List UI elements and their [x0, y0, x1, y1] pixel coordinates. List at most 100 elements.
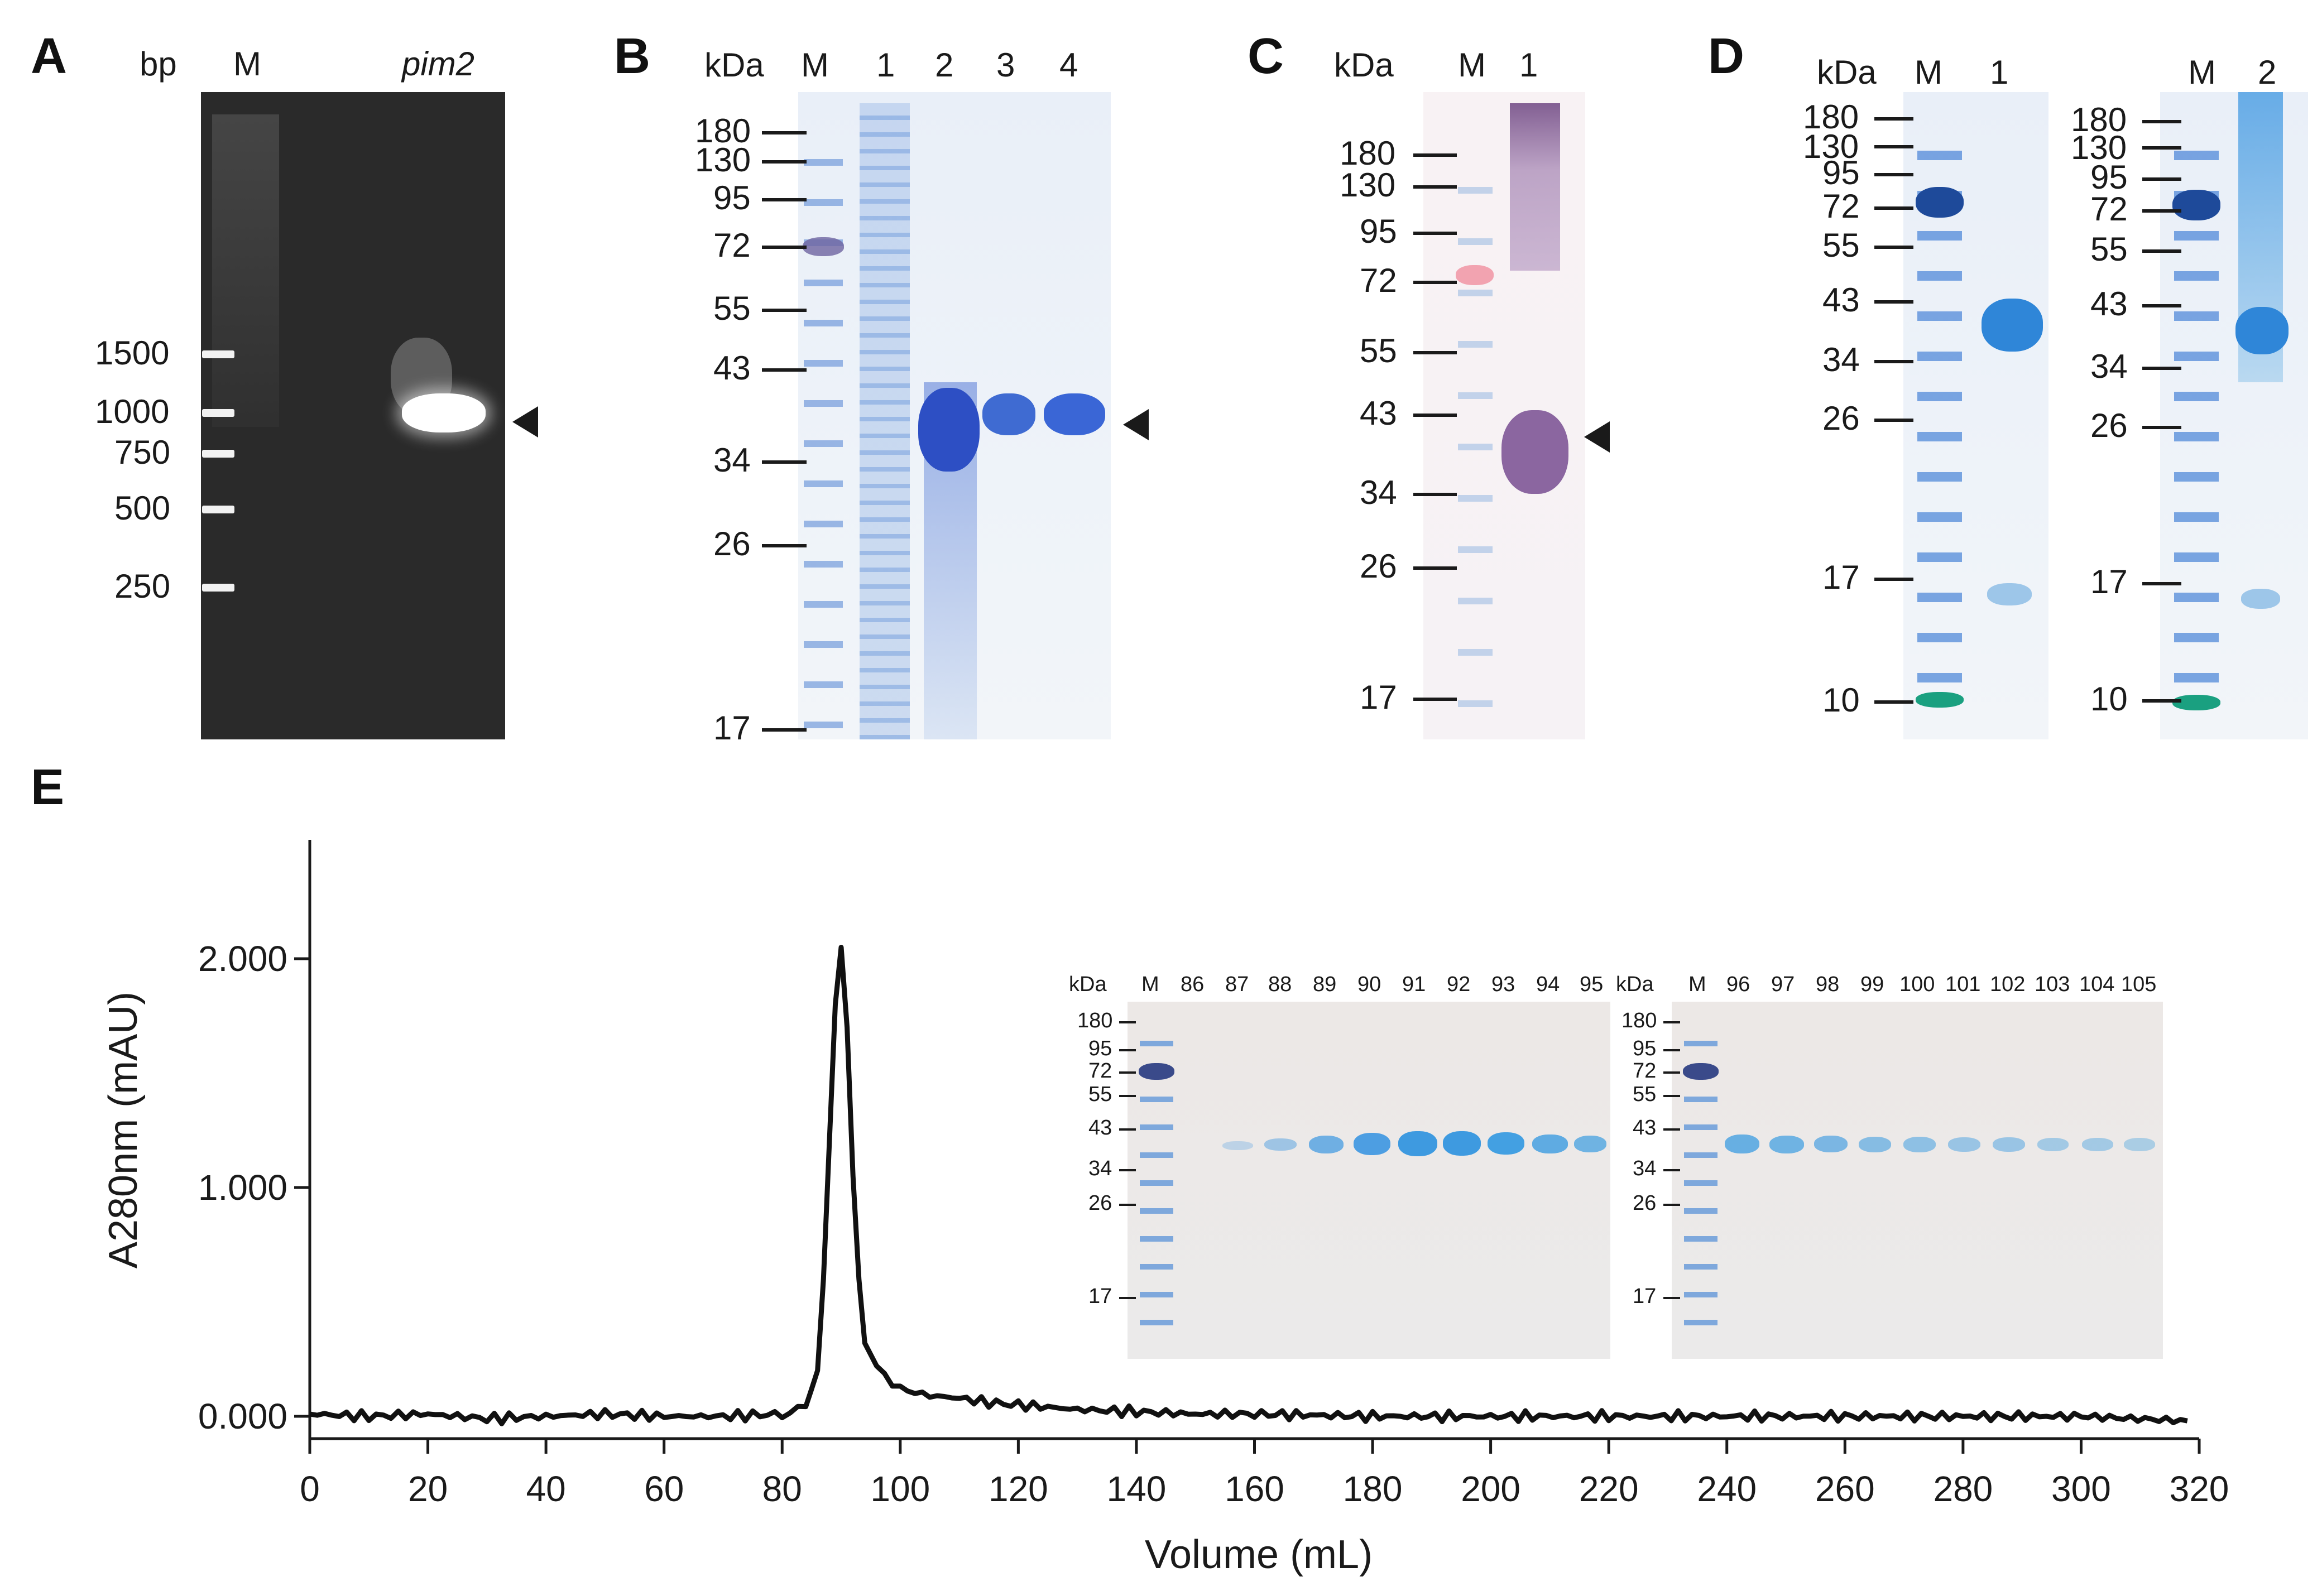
d2-tick-55: [2142, 249, 2181, 253]
inset2-band-103: [2037, 1138, 2069, 1151]
b-tick-34: [762, 460, 807, 464]
panel-b-marker-180: 180: [695, 112, 751, 150]
inset2-band-104: [2082, 1138, 2113, 1151]
d2-tick-130: [2142, 146, 2181, 150]
d2-tick-26: [2142, 426, 2181, 429]
panel-d1-marker-34: 34: [1822, 341, 1860, 378]
inset2-lane-102: 102: [1990, 973, 2026, 996]
inset2-tick-95: [1663, 1049, 1680, 1051]
inset1-tick-34: [1119, 1169, 1136, 1171]
inset2-marker-26: 26: [1633, 1191, 1657, 1215]
inset2-marker-180: 180: [1621, 1009, 1657, 1032]
inset1-band-94: [1532, 1134, 1568, 1153]
ladder-tick-1500: [202, 350, 234, 358]
inset2-band-98: [1814, 1136, 1848, 1152]
c-tick-180: [1413, 153, 1457, 157]
panel-b-lane-1: 1: [876, 46, 895, 84]
c-tick-130: [1413, 185, 1457, 189]
panel-letter-c: C: [1248, 28, 1284, 84]
inset1-band-88: [1264, 1138, 1297, 1151]
inset2-tick-17: [1663, 1297, 1680, 1299]
inset1-band-92: [1443, 1131, 1481, 1156]
panel-d1-marker-55: 55: [1822, 227, 1860, 264]
d2-tick-72: [2142, 209, 2181, 213]
panel-b-lane-4: 4: [1059, 46, 1078, 84]
inset2-tick-55: [1663, 1095, 1680, 1097]
inset2-band-97: [1769, 1136, 1804, 1153]
x-tick-label: 160: [1225, 1469, 1284, 1509]
inset1-lane-87: 87: [1225, 973, 1249, 996]
sds-gel-b: [798, 92, 1111, 739]
d1-tick-130: [1874, 145, 1913, 148]
panel-a-marker-500: 500: [114, 489, 171, 527]
panel-b-lane-m: M: [801, 46, 829, 84]
inset1-marker-180: 180: [1077, 1009, 1113, 1032]
sds-gel-d1: [1903, 92, 2048, 739]
inset1-lane-91: 91: [1402, 973, 1426, 996]
inset2-band-99: [1859, 1137, 1891, 1152]
c-tick-26: [1413, 566, 1457, 570]
panel-letter-d: D: [1708, 28, 1744, 84]
d1-lane1-band-17: [1987, 583, 2032, 605]
panel-d1-marker-72: 72: [1822, 188, 1860, 225]
panel-a-marker-1500: 1500: [95, 334, 170, 372]
d1-tick-95: [1874, 173, 1913, 176]
b-lane3-band: [982, 393, 1035, 435]
inset1-band-91: [1398, 1131, 1437, 1156]
inset1-lane-88: 88: [1268, 973, 1292, 996]
panel-d2-marker-180: 180: [2071, 101, 2127, 138]
panel-b-marker-17: 17: [713, 709, 751, 747]
panel-d2-marker-55: 55: [2090, 230, 2128, 268]
inset1-ladder-72-band: [1139, 1063, 1174, 1080]
c-ladder-lane: [1458, 142, 1493, 739]
panel-b-marker-55: 55: [713, 290, 751, 327]
inset1-marker-55: 55: [1088, 1083, 1112, 1106]
inset2-lane-101: 101: [1945, 973, 1981, 996]
panel-d2-marker-43: 43: [2090, 285, 2128, 323]
d2-lane2-band: [2235, 307, 2289, 354]
panel-c-marker-95: 95: [1360, 213, 1397, 250]
c-lane1-band: [1501, 410, 1568, 494]
inset1-lane-94: 94: [1536, 973, 1560, 996]
x-tick-label: 320: [2170, 1469, 2229, 1509]
panel-d1-marker-43: 43: [1822, 281, 1860, 319]
panel-c-marker-26: 26: [1360, 547, 1397, 585]
panel-d1-marker-10: 10: [1822, 681, 1860, 719]
y-tick-label: 1.000: [198, 1167, 287, 1208]
inset1-band-89: [1309, 1136, 1344, 1153]
panel-b-marker-72: 72: [713, 227, 751, 264]
panel-a-lane-m: M: [233, 45, 261, 83]
d2-tick-10: [2142, 699, 2181, 703]
b-tick-130: [762, 160, 807, 164]
ladder-smear: [212, 114, 279, 427]
d1-tick-43: [1874, 300, 1913, 304]
inset1-marker-72: 72: [1088, 1059, 1112, 1083]
inset2-band-100: [1903, 1137, 1936, 1152]
inset1-lane-m: M: [1141, 973, 1159, 996]
y-tick-label: 2.000: [198, 939, 287, 979]
inset2-band-101: [1948, 1137, 1980, 1152]
x-tick-label: 220: [1579, 1469, 1639, 1509]
inset1-lane-90: 90: [1357, 973, 1381, 996]
inset1-tick-17: [1119, 1297, 1136, 1299]
panel-b-lane-3: 3: [996, 46, 1015, 84]
inset1-tick-72: [1119, 1071, 1136, 1074]
x-tick-label: 200: [1461, 1469, 1520, 1509]
d1-tick-55: [1874, 246, 1913, 249]
inset1-tick-95: [1119, 1049, 1136, 1051]
ladder-tick-1000: [202, 409, 234, 417]
inset1-tick-55: [1119, 1095, 1136, 1097]
inset2-tick-180: [1663, 1021, 1680, 1023]
c-tick-55: [1413, 351, 1457, 354]
inset1-lane-92: 92: [1447, 973, 1471, 996]
inset2-marker-34: 34: [1633, 1157, 1657, 1180]
inset2-lane-96: 96: [1726, 973, 1750, 996]
d2-tick-17: [2142, 582, 2181, 585]
agarose-gel: [201, 92, 505, 739]
b-tick-95: [762, 198, 807, 201]
d1-lane1-band: [1982, 299, 2043, 352]
panel-a-marker-250: 250: [114, 568, 171, 605]
c-tick-95: [1413, 232, 1457, 235]
inset2-tick-34: [1663, 1169, 1680, 1171]
panel-d2-marker-34: 34: [2090, 348, 2128, 385]
